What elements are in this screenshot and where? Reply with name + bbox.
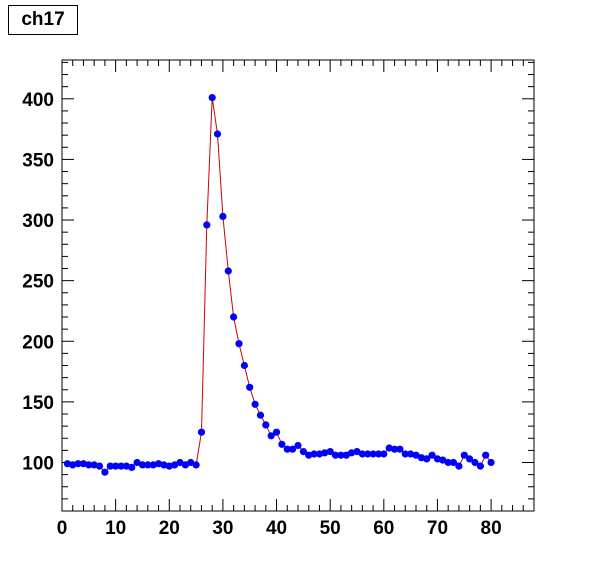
x-tick-label: 60 [373,518,394,539]
data-point [423,455,431,463]
data-point [272,428,281,436]
x-tick-label: 0 [57,518,68,539]
data-point [138,461,147,469]
data-point [171,461,179,469]
data-point [321,449,329,457]
data-point [246,383,254,391]
data-point [160,461,168,469]
data-point [358,450,366,458]
data-point [208,94,216,102]
x-tick-label: 10 [105,518,126,539]
fit-curve [67,97,492,473]
chart-title: ch17 [8,5,78,35]
data-point [106,462,114,470]
data-point [213,130,222,138]
x-tick-label: 30 [212,518,233,539]
data-point [133,458,141,467]
data-point [251,400,259,408]
y-tick-label: 200 [22,332,54,353]
data-point [294,441,302,450]
data-point [390,445,399,453]
axis-tick-labels: 0 10 20 30 40 50 60 70 80 100 150 200 250 300 350 400 [22,90,501,539]
data-point [482,451,490,459]
x-tick-label: 80 [481,518,502,539]
data-point [95,462,104,470]
data-point [331,451,340,459]
data-point [353,448,361,456]
data-point [289,445,297,453]
data-point [235,340,243,348]
data-point [112,462,120,470]
data-point [283,445,291,453]
data-point [69,461,77,469]
y-tick-label: 350 [22,150,54,171]
data-point [192,461,200,469]
y-tick-label: 150 [22,393,54,414]
x-tick-label: 40 [266,518,287,539]
data-point [203,221,211,229]
data-point [224,267,232,275]
data-point [407,450,415,458]
y-tick-label: 300 [22,211,54,232]
data-point [262,421,270,429]
data-point [337,451,345,459]
data-point [449,458,458,467]
data-points [63,94,495,476]
data-point [278,440,286,448]
data-point [369,450,377,458]
data-point [310,450,318,458]
y-tick-label: 100 [22,454,54,475]
data-point [219,212,227,220]
data-point [428,451,436,459]
data-point [74,460,82,468]
data-point [101,468,109,476]
data-point [439,456,447,464]
data-point [380,450,388,458]
data-point [267,432,275,440]
data-point [240,361,248,370]
data-point [299,448,307,456]
data-point [197,428,206,436]
data-point [187,458,195,467]
y-tick-label: 400 [22,90,54,111]
x-tick-label: 70 [427,518,448,539]
data-point [144,461,152,469]
axis-ticks [61,60,535,511]
data-point [326,448,334,456]
data-point [401,450,409,458]
data-point [466,455,474,463]
data-point [487,458,495,467]
y-tick-label: 250 [22,272,54,293]
x-tick-label: 50 [320,518,341,539]
x-tick-label: 20 [159,518,180,539]
data-point [412,451,420,459]
data-point [460,451,468,459]
data-point [305,451,313,459]
data-point [455,462,463,470]
data-point [374,450,383,458]
data-point [128,463,136,471]
data-point [476,462,484,470]
data-point [396,445,404,453]
data-point [444,458,452,467]
data-point [364,450,372,458]
data-point [256,411,265,419]
data-point [117,462,125,470]
data-point [348,449,356,457]
data-point [176,458,184,467]
data-point [154,460,163,468]
data-point [471,458,479,467]
data-point [230,313,238,321]
data-point [85,461,93,469]
